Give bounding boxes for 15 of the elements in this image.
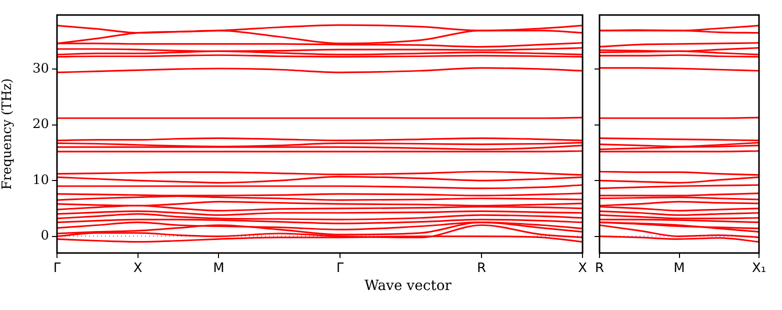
x-axis-title: Wave vector: [364, 278, 452, 294]
x-tick-label: M: [674, 261, 685, 276]
x-tick-label: M: [213, 261, 224, 276]
y-tick-label: 0: [40, 228, 49, 244]
y-axis-title: Frequency (THz): [0, 78, 16, 190]
x-tick-label: Γ: [53, 261, 62, 276]
y-tick-label: 20: [32, 117, 49, 132]
y-tick-label: 30: [32, 61, 49, 76]
x-tick-label: R: [476, 261, 486, 276]
x-tick-label: X₁: [752, 261, 766, 276]
x-tick-label: Γ: [336, 261, 344, 276]
x-tick-label: X: [578, 261, 588, 276]
y-tick-label: 10: [32, 172, 49, 188]
x-tick-label: X: [133, 261, 142, 276]
x-tick-label: R: [594, 261, 604, 276]
